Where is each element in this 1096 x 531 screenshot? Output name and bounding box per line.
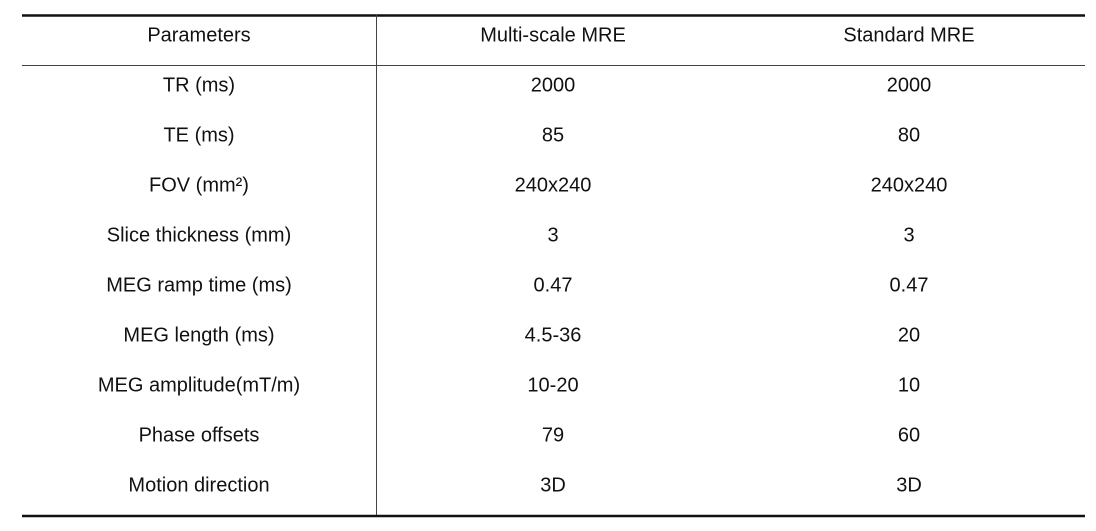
cell: 10	[898, 374, 920, 396]
row-label: FOV (mm²)	[149, 174, 249, 196]
row-label: MEG ramp time (ms)	[106, 274, 292, 296]
header-cell: Multi-scale MRE	[480, 24, 626, 46]
row-label: MEG amplitude(mT/m)	[98, 374, 300, 396]
row-label: MEG length (ms)	[123, 324, 274, 346]
row-label: TR (ms)	[163, 74, 235, 96]
row-label: TE (ms)	[163, 124, 234, 146]
cell: 3D	[896, 474, 922, 496]
row-label: Slice thickness (mm)	[107, 224, 291, 246]
header-cell: Standard MRE	[843, 24, 974, 46]
cell: 85	[542, 124, 564, 146]
cell: 3	[903, 224, 914, 246]
cell: 2000	[887, 74, 932, 96]
row-label: Phase offsets	[139, 424, 260, 446]
cell: 3	[547, 224, 558, 246]
cell: 79	[542, 424, 564, 446]
cell: 10-20	[527, 374, 578, 396]
cell: 240x240	[871, 174, 948, 196]
row-label: Motion direction	[128, 474, 269, 496]
cell: 0.47	[890, 274, 929, 296]
cell: 0.47	[534, 274, 573, 296]
cell: 3D	[540, 474, 566, 496]
cell: 60	[898, 424, 920, 446]
cell: 240x240	[515, 174, 592, 196]
cell: 20	[898, 324, 920, 346]
cell: 80	[898, 124, 920, 146]
header-cell: Parameters	[147, 24, 250, 46]
cell: 4.5-36	[525, 324, 582, 346]
cell: 2000	[531, 74, 576, 96]
